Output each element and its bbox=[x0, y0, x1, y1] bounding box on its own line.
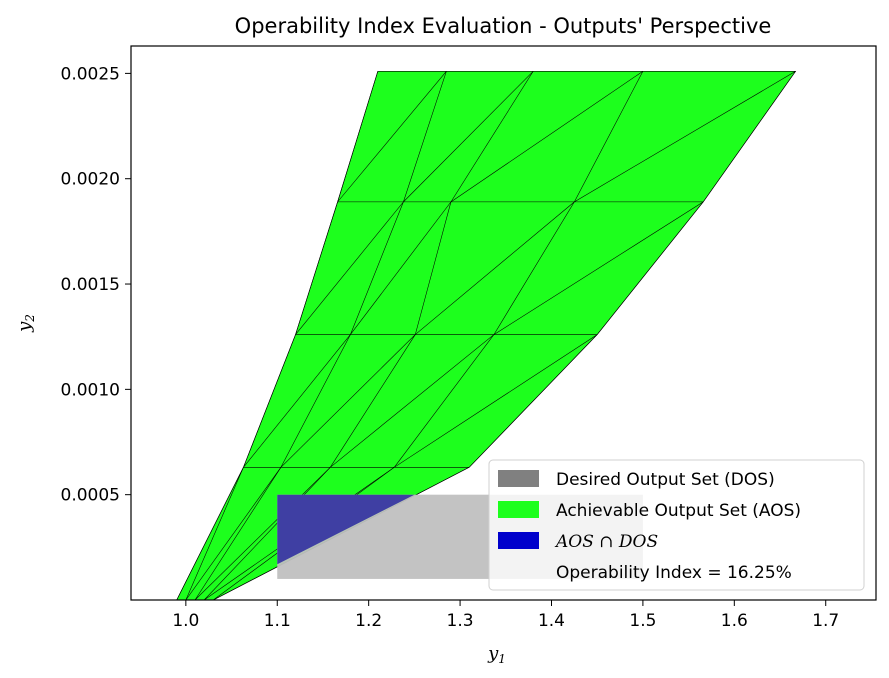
aos-mesh-edge bbox=[574, 71, 796, 203]
y-axis: 0.0005 0.0010 0.0015 0.0020 0.0025 bbox=[61, 64, 131, 506]
chart-title: Operability Index Evaluation - Outputs' … bbox=[235, 14, 772, 38]
aos-mesh-edge bbox=[450, 71, 534, 203]
legend-label: Operability Index = 16.25% bbox=[556, 563, 792, 583]
aos-mesh-edge bbox=[185, 467, 282, 600]
aos-mesh-edge bbox=[280, 334, 351, 468]
x-tick-label: 1.7 bbox=[812, 611, 839, 631]
x-axis-label: y1 bbox=[487, 643, 506, 666]
legend-swatch-aos bbox=[498, 501, 539, 518]
y-tick-label: 0.0015 bbox=[61, 275, 120, 295]
legend: Desired Output Set (DOS) Achievable Outpu… bbox=[488, 459, 865, 591]
legend-swatch-dos bbox=[498, 470, 539, 487]
x-tick-label: 1.4 bbox=[538, 611, 565, 631]
y-axis-label-main: y bbox=[14, 321, 35, 333]
y-axis-label-subscript: 2 bbox=[23, 314, 37, 323]
aos-mesh-edge bbox=[469, 334, 598, 468]
aos-mesh-edge bbox=[194, 467, 282, 600]
legend-label: AOS ∩ DOS bbox=[554, 532, 658, 552]
x-tick-label: 1.1 bbox=[264, 611, 291, 631]
aos-mesh-edge bbox=[415, 201, 452, 335]
y-axis-label: y2 bbox=[14, 314, 37, 333]
legend-swatch-intersection bbox=[498, 532, 539, 549]
aos-mesh-edge bbox=[243, 334, 351, 468]
aos-mesh-edge bbox=[185, 467, 244, 600]
aos-mesh-edge bbox=[450, 71, 644, 203]
aos-mesh-edge bbox=[574, 71, 644, 203]
aos-mesh-edge bbox=[394, 334, 495, 468]
legend-box bbox=[488, 459, 865, 591]
aos-mesh-edge bbox=[337, 71, 447, 203]
aos-mesh-edge bbox=[403, 71, 447, 202]
legend-label: Achievable Output Set (AOS) bbox=[556, 501, 801, 521]
axes-frame bbox=[130, 45, 877, 601]
aos-mesh-edge bbox=[403, 71, 534, 203]
aos-mesh-edge bbox=[415, 201, 575, 335]
x-tick-label: 1.5 bbox=[629, 611, 656, 631]
aos-mesh-edge bbox=[243, 334, 296, 468]
aos-mesh-edge bbox=[394, 334, 598, 468]
aos-mesh-edge bbox=[350, 201, 404, 335]
x-tick-label: 1.0 bbox=[172, 611, 199, 631]
aos-mesh-edge bbox=[295, 201, 338, 335]
x-axis-label-subscript: 1 bbox=[498, 652, 506, 666]
aos-mesh-edge bbox=[703, 71, 796, 203]
aos-mesh-edge bbox=[350, 201, 452, 335]
aos-mesh-edge bbox=[493, 201, 575, 335]
x-axis: 1.0 1.1 1.2 1.3 1.4 1.5 1.6 1.7 bbox=[172, 600, 839, 631]
x-tick-label: 1.3 bbox=[447, 611, 474, 631]
aos-mesh-edge bbox=[203, 467, 331, 600]
aos-mesh-edge bbox=[596, 201, 704, 335]
aos-mesh-edge bbox=[295, 201, 404, 335]
y-tick-label: 0.0010 bbox=[61, 380, 120, 400]
legend-label: Desired Output Set (DOS) bbox=[556, 470, 775, 490]
aos-mesh-edge bbox=[337, 71, 379, 202]
aos-mesh-edge bbox=[330, 334, 416, 468]
aos-mesh-edge bbox=[176, 467, 244, 600]
x-tick-label: 1.6 bbox=[721, 611, 748, 631]
x-axis-label-main: y bbox=[487, 643, 499, 664]
aos-mesh-edge bbox=[194, 467, 331, 600]
aos-mesh-edge bbox=[493, 201, 704, 335]
y-tick-label: 0.0025 bbox=[61, 64, 120, 84]
y-tick-label: 0.0020 bbox=[61, 170, 120, 190]
x-tick-label: 1.2 bbox=[355, 611, 382, 631]
aos-mesh-edge bbox=[330, 334, 495, 468]
aos-dos-intersection bbox=[277, 494, 415, 579]
y-tick-label: 0.0005 bbox=[61, 486, 120, 506]
aos-mesh-edge bbox=[280, 334, 416, 468]
